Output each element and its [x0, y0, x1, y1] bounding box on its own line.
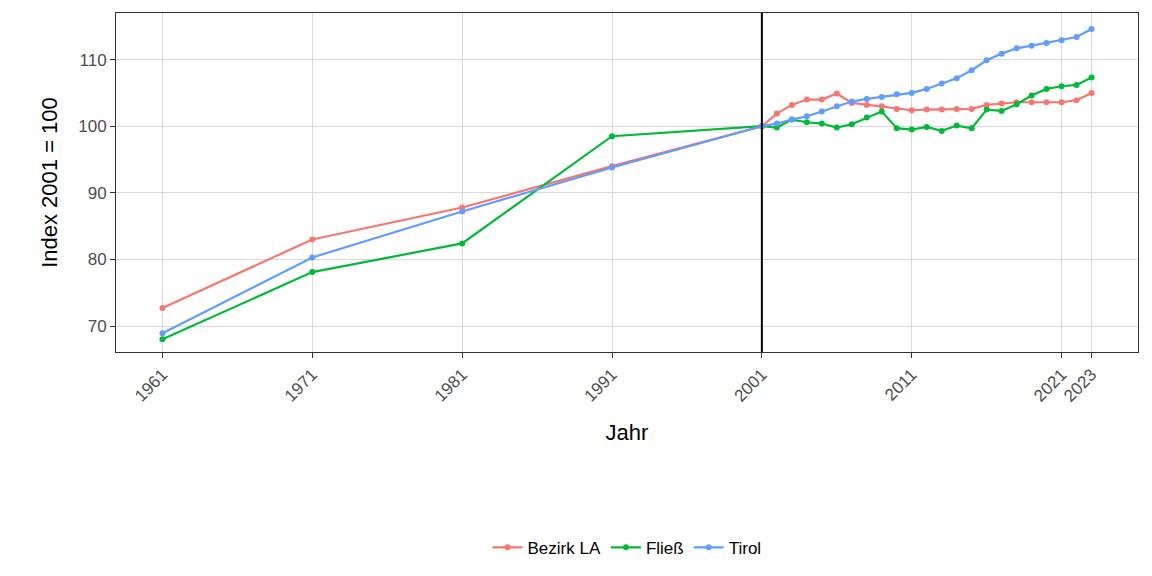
svg-text:1961: 1961 [131, 365, 171, 405]
svg-text:2023: 2023 [1060, 365, 1100, 405]
svg-text:1991: 1991 [581, 365, 621, 405]
svg-text:1981: 1981 [431, 365, 471, 405]
svg-text:1971: 1971 [281, 365, 321, 405]
svg-text:Bezirk LA: Bezirk LA [528, 539, 601, 558]
svg-text:2011: 2011 [881, 365, 920, 404]
svg-text:90: 90 [88, 184, 107, 203]
svg-text:80: 80 [88, 250, 107, 269]
svg-text:Fließ: Fließ [646, 539, 684, 558]
svg-text:2021: 2021 [1030, 365, 1070, 405]
svg-text:100: 100 [78, 117, 106, 136]
svg-text:70: 70 [88, 317, 107, 336]
svg-text:Index 2001 = 100: Index 2001 = 100 [37, 97, 62, 268]
svg-text:110: 110 [79, 51, 106, 70]
svg-text:Tirol: Tirol [729, 539, 761, 558]
svg-text:2001: 2001 [731, 365, 771, 405]
svg-text:Jahr: Jahr [606, 420, 649, 445]
